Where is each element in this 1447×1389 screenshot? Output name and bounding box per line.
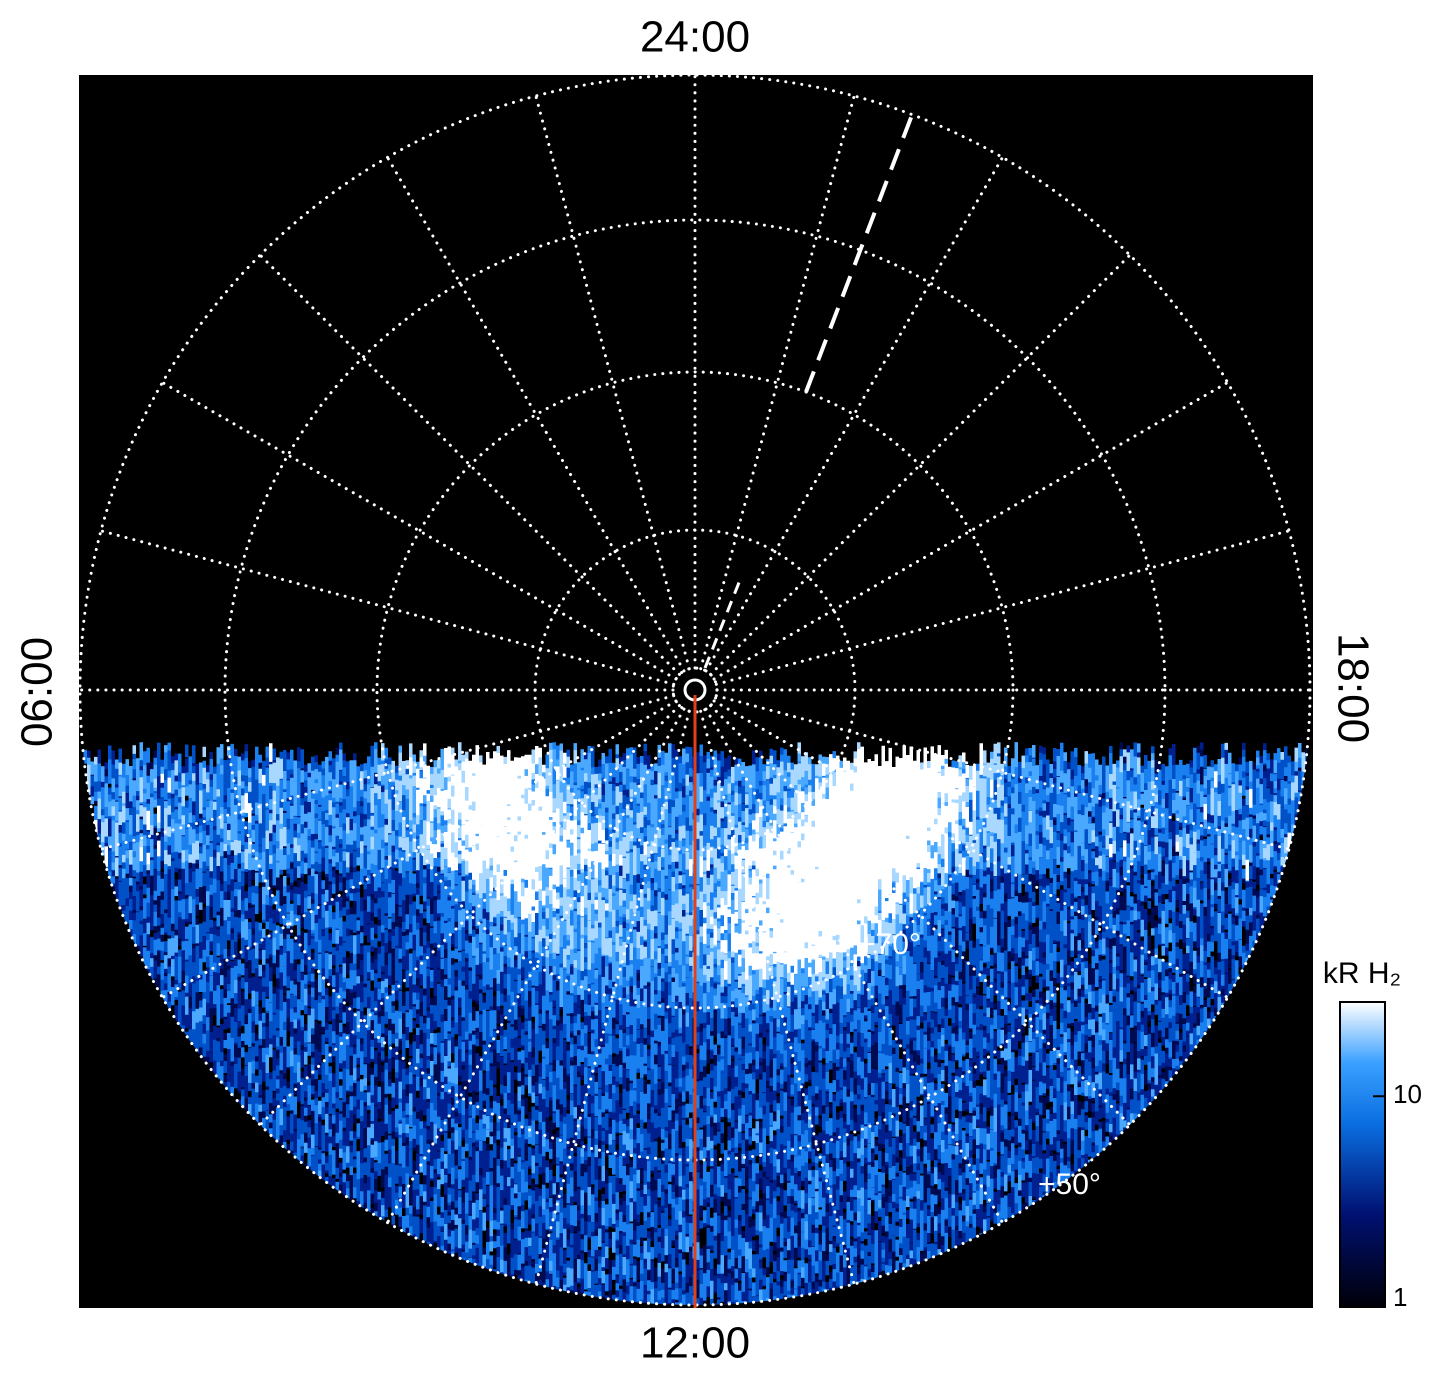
meridian <box>534 94 691 671</box>
meridian <box>709 253 1132 676</box>
latitude-label: +50° <box>1038 1168 1101 1201</box>
latitude-circle <box>375 370 1015 1010</box>
meridian <box>699 709 856 1286</box>
meridian <box>386 707 686 1225</box>
colorbar-tick-label: 1 <box>1393 1282 1407 1312</box>
meridian <box>712 381 1230 681</box>
meridian <box>699 94 856 671</box>
meridian <box>714 694 1291 851</box>
colorbar-axis: 1 10 <box>1373 1079 1422 1312</box>
emission-cells <box>94 743 1291 985</box>
emission-cells <box>87 742 1302 1305</box>
meridian <box>99 529 676 686</box>
meridian <box>712 699 1230 999</box>
meridian <box>534 709 691 1286</box>
meridian <box>709 704 1132 1127</box>
colorbar-tick-label: 10 <box>1393 1079 1422 1109</box>
polar-grid <box>78 73 1312 1307</box>
hour-label: 12:00 <box>640 1319 750 1368</box>
meridian <box>160 381 678 681</box>
meridian <box>386 155 686 673</box>
latitude-label: +70° <box>858 928 921 961</box>
hour-label: 24:00 <box>640 13 750 62</box>
colorbar <box>1339 1001 1386 1308</box>
hour-label: 18:00 <box>1328 633 1377 743</box>
dashed-meridian <box>804 114 914 393</box>
hour-label: 06:00 <box>13 637 62 747</box>
meridian <box>258 253 681 676</box>
colorbar-title: kR H₂ <box>1323 957 1401 990</box>
emission-cells <box>83 742 1309 1305</box>
meridian <box>714 529 1291 686</box>
emission-cells <box>87 742 1305 1007</box>
meridian <box>99 694 676 851</box>
meridian <box>258 704 681 1127</box>
meridian <box>704 707 1004 1225</box>
meridian <box>704 155 1004 673</box>
latitude-circle <box>78 73 1312 1307</box>
meridian <box>160 699 678 999</box>
dashed-meridian-inner <box>703 579 742 669</box>
